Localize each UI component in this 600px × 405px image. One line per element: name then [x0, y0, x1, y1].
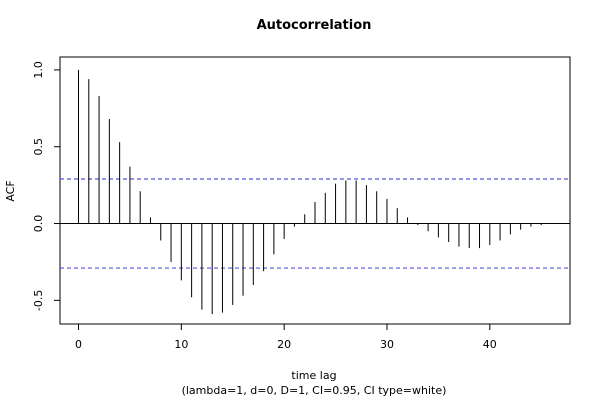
chart-subtitle: (lambda=1, d=0, D=1, CI=0.95, CI type=wh… [182, 384, 447, 397]
y-tick-label: 1.0 [32, 61, 45, 79]
y-tick-label: 0.0 [32, 215, 45, 233]
plot-frame [59, 56, 571, 325]
x-axis: 0 10 20 30 40 [75, 324, 497, 351]
x-tick-label: 40 [483, 338, 497, 351]
x-tick-label: 30 [380, 338, 394, 351]
acf-bars [78, 69, 542, 315]
y-axis: -0.5 0.0 0.5 1.0 [32, 61, 60, 311]
x-tick-label: 10 [174, 338, 188, 351]
chart-title: Autocorrelation [257, 18, 372, 33]
y-tick-label: -0.5 [32, 290, 45, 311]
x-tick-label: 0 [75, 338, 82, 351]
y-axis-label: ACF [4, 180, 17, 201]
x-axis-label: time lag [291, 369, 336, 382]
y-tick-label: 0.5 [32, 138, 45, 156]
x-tick-label: 20 [277, 338, 291, 351]
